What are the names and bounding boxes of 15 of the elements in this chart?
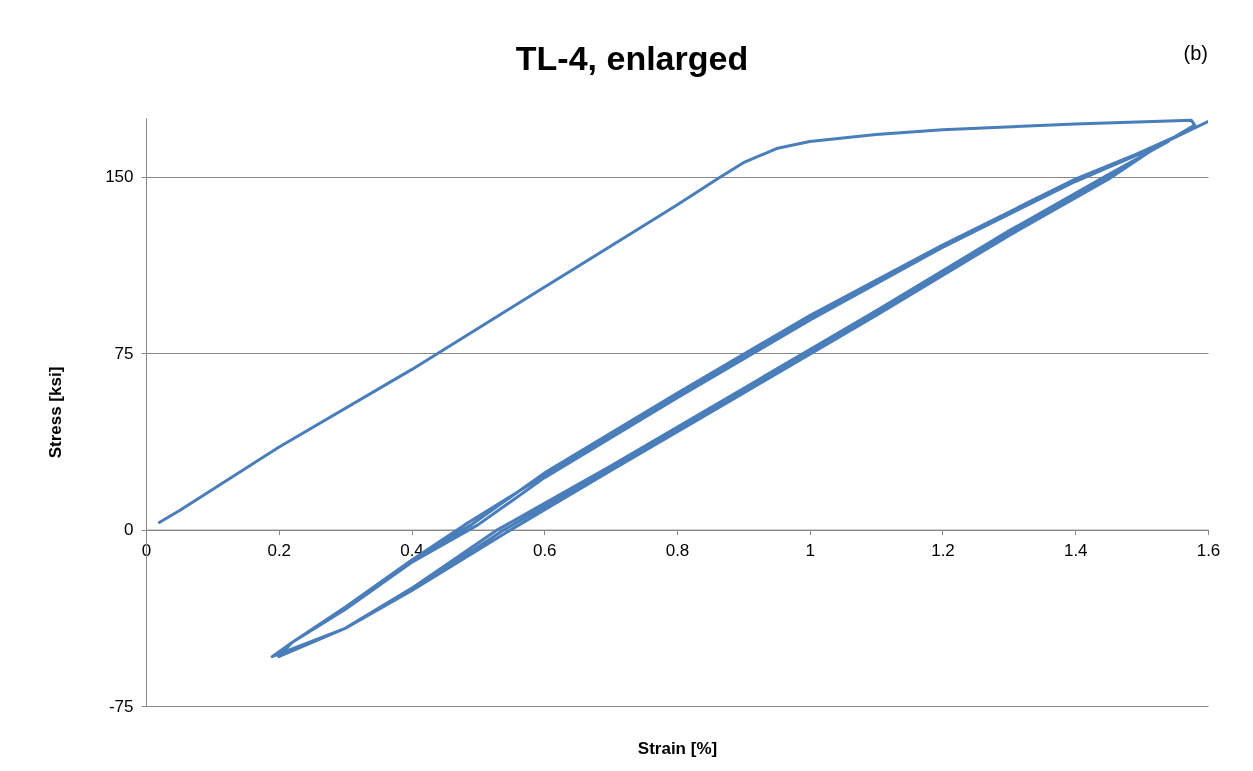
x-tick-label: 1.6 — [1196, 541, 1221, 561]
x-tick-label: 1.2 — [931, 541, 955, 561]
y-tick-label: 150 — [105, 167, 134, 187]
y-axis-title: Stress [ksi] — [46, 366, 66, 459]
x-tick-label: 0.2 — [267, 541, 292, 561]
y-tick-label: 0 — [124, 520, 134, 540]
chart-title: TL-4, enlarged — [515, 39, 749, 77]
x-tick-label: 0.8 — [665, 541, 690, 561]
x-tick-label: 1.4 — [1063, 541, 1088, 561]
x-tick-label: 0.6 — [532, 541, 557, 561]
x-axis-title: Strain [%] — [637, 738, 718, 758]
text: (b) — [1183, 42, 1208, 64]
x-tick-label: 1 — [805, 541, 815, 561]
y-tick-label: -75 — [108, 696, 134, 716]
y-tick-label: 75 — [114, 343, 134, 363]
